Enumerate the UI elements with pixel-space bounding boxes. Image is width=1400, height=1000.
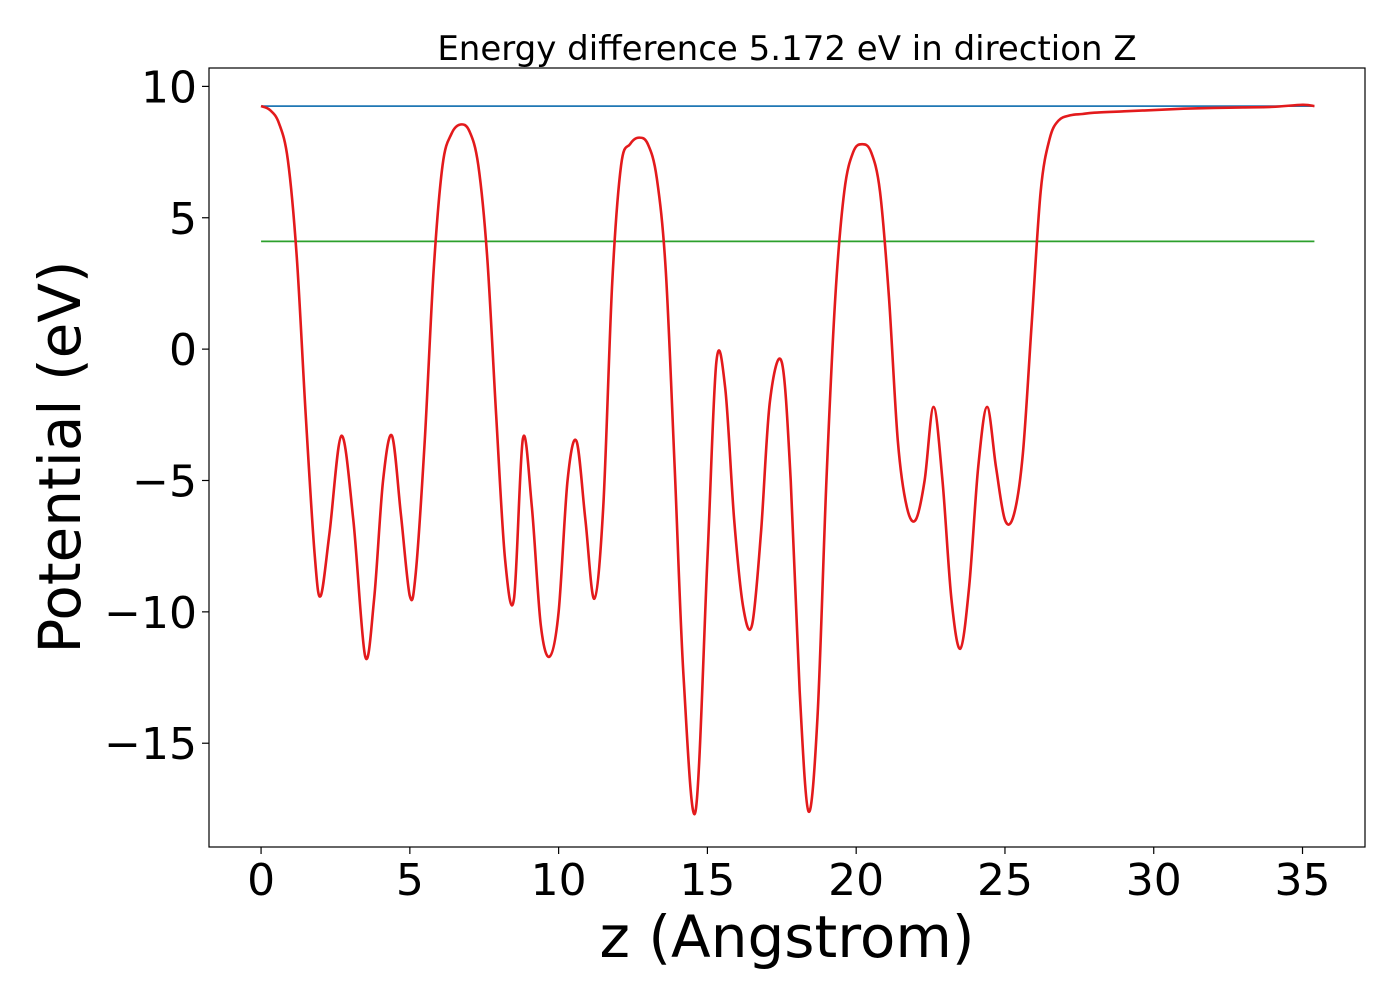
x-tick-label: 30 — [1126, 855, 1182, 906]
y-tick-label: −5 — [132, 456, 197, 507]
x-tick-label: 10 — [531, 855, 587, 906]
x-tick-label: 5 — [396, 855, 424, 906]
y-tick-label: 10 — [141, 62, 197, 113]
x-tick-label: 35 — [1275, 855, 1331, 906]
x-tick-label: 0 — [247, 855, 275, 906]
plot-frame — [208, 67, 1366, 848]
y-tick-label: −15 — [104, 719, 197, 770]
x-axis-label: z (Angstrom) — [600, 903, 975, 971]
y-axis-label: Potential (eV) — [26, 260, 94, 653]
y-axis: 10 5 0 −5 −10 −15 — [104, 62, 209, 770]
y-tick-label: −10 — [104, 588, 197, 639]
plot-area — [260, 103, 1315, 816]
x-tick-label: 25 — [977, 855, 1033, 906]
x-tick-label: 20 — [828, 855, 884, 906]
y-tick-label: 5 — [169, 194, 197, 245]
x-axis: 0 5 10 15 20 25 30 35 — [247, 847, 1331, 906]
chart-title: Energy difference 5.172 eV in direction … — [437, 29, 1136, 69]
series-line-red — [260, 103, 1315, 816]
y-tick-label: 0 — [169, 325, 197, 376]
x-tick-label: 15 — [679, 855, 735, 906]
